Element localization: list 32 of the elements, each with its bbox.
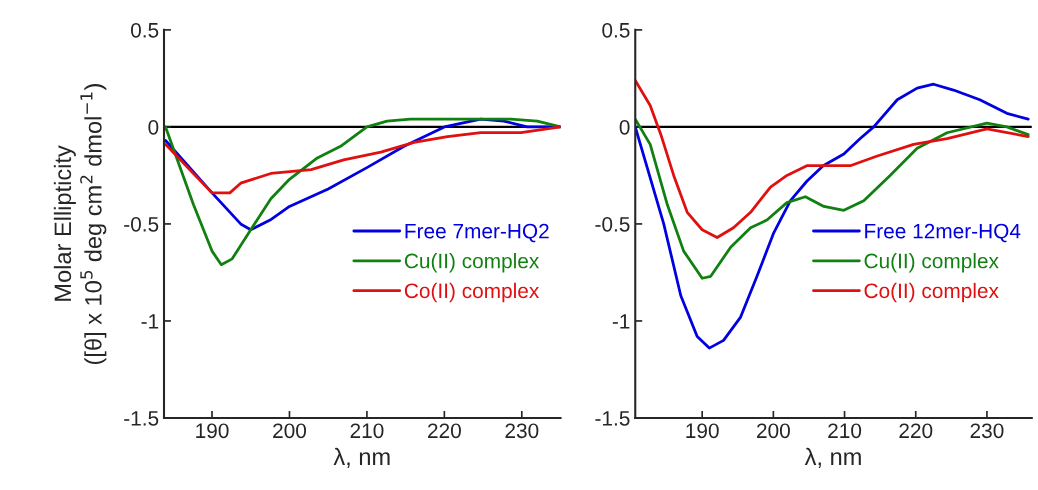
x-axis-title: λ, nm [333,447,390,468]
legend-label: Cu(II) complex [864,253,999,273]
y-tick-label: 0.5 [602,22,630,38]
x-axis-title: λ, nm [804,447,861,468]
legend-label: Free 12mer-HQ4 [865,223,1021,243]
x-tick-label: 210 [828,423,862,439]
y-axis-title: Molar Ellipticity ([θ] x 10$^{5}$ deg cm$^{2}$ dmol$^{−1}$) [53,84,107,365]
x-tick-label: 210 [350,423,384,439]
legend-label: Co(II) complex [404,282,540,303]
x-tick-label: 220 [428,423,461,439]
x-tick-label: 200 [273,423,307,439]
line-series [635,117,1030,280]
y-tick-label: -1.5 [124,411,159,426]
legend-label: Cu(II) complex [404,253,540,273]
legend-label: Co(II) complex [864,282,999,303]
y-tick-label: -1 [141,314,159,329]
x-tick-label: 190 [196,423,229,439]
x-tick-label: 190 [686,423,719,439]
y-tick-label: -1.5 [595,411,630,426]
line-series [164,125,561,195]
x-tick-label: 230 [505,423,539,439]
y-tick-label: 0.5 [131,22,159,38]
y-tick-label: -0.5 [124,216,159,232]
y-tick-label: 0 [619,119,630,135]
y-tick-label: -0.5 [595,216,630,232]
legend-label: Free 7mer-HQ2 [405,223,549,243]
y-tick-label: -1 [612,314,630,329]
x-tick-label: 230 [970,423,1004,439]
x-tick-label: 200 [757,423,790,439]
line-series [635,82,1030,350]
x-tick-label: 220 [899,423,933,439]
y-tick-label: 0 [148,119,159,135]
